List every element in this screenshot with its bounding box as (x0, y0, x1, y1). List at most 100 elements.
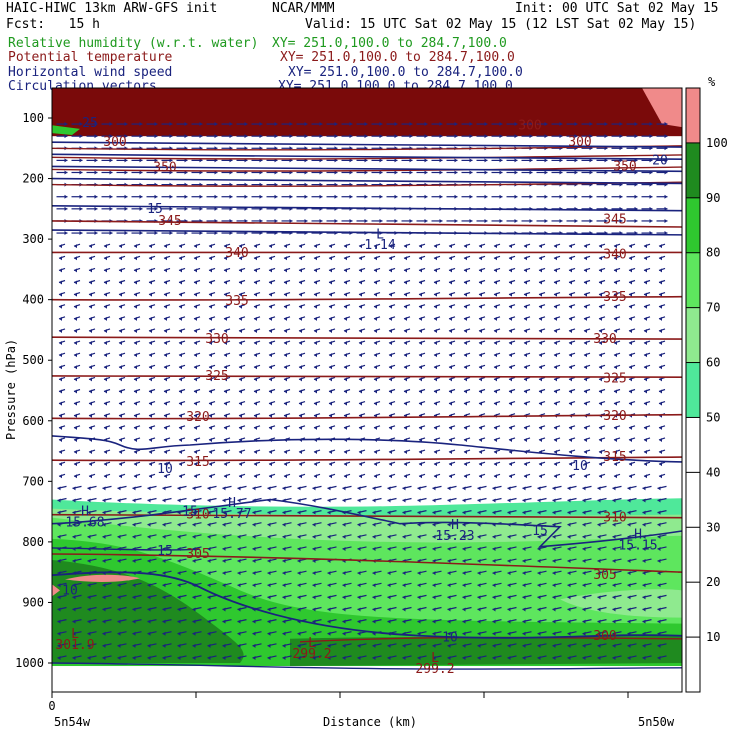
wind-vector-head (499, 122, 503, 127)
wind-vector-head (224, 328, 227, 333)
wind-vector-head (419, 328, 422, 333)
wind-vector-head (344, 353, 347, 358)
wind-vector-head (449, 292, 452, 297)
wind-vector-head (329, 462, 332, 467)
wind-vector-head (417, 607, 421, 612)
wind-vector-head (94, 206, 98, 211)
wind-vector-head (524, 244, 527, 249)
wind-vector-head (74, 304, 77, 309)
wind-vector-head (154, 134, 158, 139)
wind-vector-head (454, 122, 458, 127)
wind-vector-head (449, 328, 452, 333)
wind-vector-head (612, 643, 616, 648)
extremum-value: 1.14 (364, 238, 395, 253)
wind-vector-head (574, 218, 578, 223)
wind-vector-head (499, 194, 503, 199)
wind-vector-head (644, 268, 647, 273)
wind-vector-head (569, 401, 572, 406)
wind-vector-head (479, 341, 482, 346)
wind-vector-head (522, 619, 526, 624)
wind-vector-head (207, 607, 211, 612)
wind-vector-head (479, 316, 482, 321)
wind-vector-head (149, 280, 152, 285)
wind-vector-head (659, 401, 662, 406)
extremum-value: 15.68 (65, 516, 104, 531)
wind-vector-head (327, 498, 331, 503)
wind-vector-head (567, 498, 571, 503)
wind-vector-head (539, 425, 542, 430)
extremum-value: 15.77 (212, 507, 251, 522)
wind-vector-head (74, 256, 77, 261)
wind-vector-head (119, 353, 122, 358)
wind-vector-head (584, 401, 587, 406)
wind-vector-head (479, 377, 482, 382)
wind-vector-head (432, 546, 436, 551)
wind-vector-head (342, 498, 346, 503)
wind-contour-15b (51, 547, 201, 551)
wind-vector-head (507, 486, 511, 491)
wind-vector-head (139, 134, 143, 139)
wind-vector-head (509, 328, 512, 333)
wind-vector-head (477, 571, 481, 576)
wind-vector-head (447, 595, 451, 600)
theta-contour (51, 413, 683, 420)
stratosphere-band (52, 88, 682, 137)
wind-vector-head (117, 498, 121, 503)
theta-label: 300 (593, 629, 616, 644)
wind-vector-head (477, 486, 481, 491)
wind-vector-head (569, 304, 572, 309)
extremum-marker: H (451, 518, 459, 533)
wind-vector-head (344, 425, 347, 430)
wind-vector-head (599, 474, 602, 479)
wind-vector-head (432, 498, 436, 503)
wind-vector-head (164, 268, 167, 273)
theta-label: 315 (186, 455, 209, 470)
wind-vector-head (209, 292, 212, 297)
colorbar-unit: % (708, 75, 716, 89)
wind-vector-head (434, 304, 437, 309)
wind-vector-head (659, 462, 662, 467)
wind-vector-head (479, 389, 482, 394)
wind-vector-head (222, 607, 226, 612)
wind-vector-head (239, 450, 242, 455)
wind-vector-head (299, 389, 302, 394)
wind-vector-head (179, 353, 182, 358)
wind-vector-head (102, 607, 106, 612)
wind-vector-head (209, 413, 212, 418)
wind-vector-head (484, 158, 488, 163)
wind-vector-head (284, 328, 287, 333)
wind-vector-head (299, 280, 302, 285)
wind-vector-head (417, 571, 421, 576)
wind-vector-head (289, 194, 293, 199)
wind-vector-head (404, 389, 407, 394)
wind-vector-head (334, 194, 338, 199)
wind-vector-head (507, 655, 511, 660)
wind-vector-head (614, 389, 617, 394)
wind-vector-head (179, 244, 182, 249)
wind-vector-head (59, 474, 62, 479)
wind-vector-head (119, 256, 122, 261)
wind-vector-head (449, 437, 452, 442)
wind-vector-head (74, 268, 77, 273)
wind-vector-head (424, 170, 428, 175)
wind-vector-head (344, 377, 347, 382)
wind-vector-head (389, 353, 392, 358)
wind-vector-head (359, 474, 362, 479)
wind-vector-head (509, 280, 512, 285)
wind-vector-head (312, 619, 316, 624)
wind-vector-head (364, 134, 368, 139)
y-tick-label: 800 (22, 535, 44, 549)
wind-vector-head (567, 655, 571, 660)
wind-vector-head (449, 244, 452, 249)
wind-vector-head (464, 425, 467, 430)
wind-vector-head (239, 256, 242, 261)
wind-vector-head (297, 583, 301, 588)
wind-vector-head (134, 474, 137, 479)
wind-vector-head (447, 655, 451, 660)
wind-vector-head (327, 583, 331, 588)
wind-vector-head (252, 546, 256, 551)
wind-vector-head (657, 486, 661, 491)
wind-vector-head (404, 280, 407, 285)
wind-vector-head (239, 462, 242, 467)
wind-vector-head (567, 571, 571, 576)
